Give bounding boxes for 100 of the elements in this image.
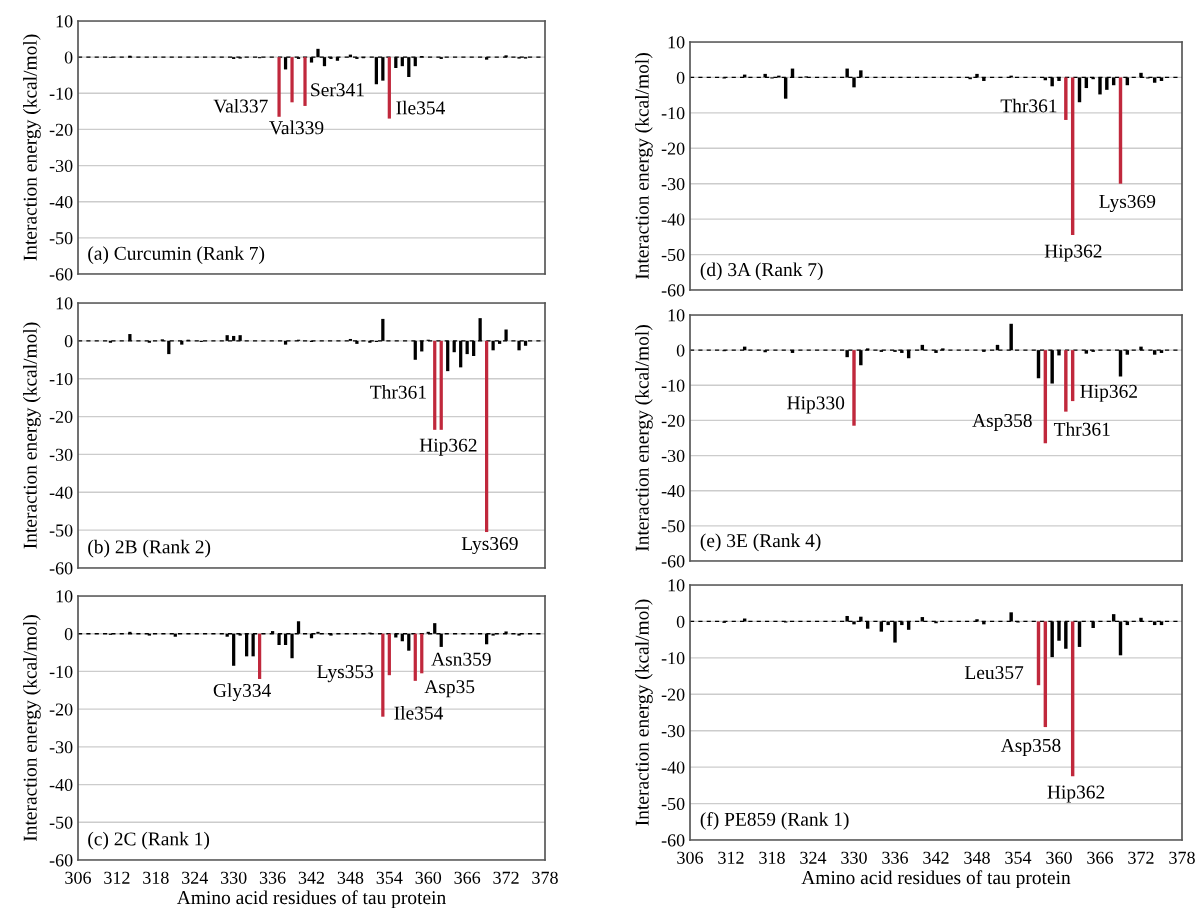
y-tick-label: 10 xyxy=(668,36,685,49)
y-axis-title: Interaction energy (kcal/mol) xyxy=(635,599,653,826)
bar xyxy=(290,57,294,103)
y-tick-label: -50 xyxy=(49,816,73,829)
text: (a) Curcumin (Rank 7) xyxy=(88,246,265,264)
x-tick-label: 312 xyxy=(104,871,130,884)
bar xyxy=(485,340,489,533)
x-tick-label: 360 xyxy=(1046,851,1072,864)
y-tick-label: -50 xyxy=(661,797,685,811)
annotation: Hip362 xyxy=(1044,244,1102,262)
y-tick-label: -20 xyxy=(49,123,73,136)
x-tick-label: 318 xyxy=(143,871,169,884)
y-tick-label: -40 xyxy=(49,195,73,209)
y-axis-title: Interaction energy (kcal/mol) xyxy=(23,615,41,842)
y-tick-label: 0 xyxy=(64,51,73,64)
x-tick-label: 348 xyxy=(337,871,364,884)
bar xyxy=(407,633,411,651)
bar xyxy=(387,633,391,676)
y-tick-label: -20 xyxy=(661,414,685,427)
y-tick-label: 10 xyxy=(56,297,73,310)
y-tick-label: -50 xyxy=(49,524,73,537)
annotation: Val337 xyxy=(213,98,268,113)
bar xyxy=(173,633,177,637)
x-tick-label: 336 xyxy=(259,871,286,884)
x-tick-label: 336 xyxy=(882,851,908,864)
x-tick-label: 306 xyxy=(65,871,91,884)
annotation: Thr361 xyxy=(1000,98,1057,113)
y-tick-label: -30 xyxy=(661,449,685,463)
annotation: Gly334 xyxy=(213,683,271,702)
x-tick-label: 324 xyxy=(182,871,209,884)
y-tick-label: -20 xyxy=(661,142,685,155)
bar xyxy=(1057,77,1061,81)
y-tick-label: 0 xyxy=(64,627,73,641)
x-tick-label: 324 xyxy=(800,851,827,864)
bar xyxy=(433,340,437,430)
y-tick-label: -20 xyxy=(49,703,73,716)
bar xyxy=(303,57,307,106)
y-tick-label: 10 xyxy=(56,590,73,603)
x-tick-label: 348 xyxy=(964,851,990,864)
annotation: Thr361 xyxy=(1053,422,1110,436)
y-tick-label: -60 xyxy=(49,268,73,281)
x-tick-label: 342 xyxy=(298,871,325,884)
y-axis-title: Interaction energy (kcal/mol) xyxy=(635,53,653,280)
annotation: Ile354 xyxy=(396,100,445,115)
x-tick-label: 372 xyxy=(493,871,519,884)
annotation: Val339 xyxy=(269,120,324,135)
bar xyxy=(413,633,417,681)
x-tick-label: 306 xyxy=(677,851,703,864)
y-tick-label: -30 xyxy=(661,177,685,191)
y-tick-label: -50 xyxy=(661,248,685,262)
x-tick-label: 366 xyxy=(1087,851,1113,864)
y-tick-label: -40 xyxy=(661,213,685,226)
text: (e) 3E (Rank 4) xyxy=(700,533,821,552)
y-tick-label: -20 xyxy=(49,410,73,424)
y-tick-label: -50 xyxy=(661,520,685,533)
y-tick-label: -10 xyxy=(661,652,685,665)
text: (f) PE859 (Rank 1) xyxy=(700,811,849,830)
annotation: Ile354 xyxy=(394,705,444,720)
annotation: Leu357 xyxy=(964,666,1024,680)
y-tick-label: -40 xyxy=(661,761,685,774)
annotation: Asp358 xyxy=(972,413,1032,431)
y-tick-label: 0 xyxy=(676,71,685,84)
bar xyxy=(277,57,281,117)
y-tick-label: 10 xyxy=(56,15,73,28)
annotation: Lys369 xyxy=(461,537,518,555)
bar xyxy=(439,340,443,430)
annotation: Lys369 xyxy=(1099,194,1156,213)
annotation: Asp35 xyxy=(424,680,475,698)
y-tick-label: 10 xyxy=(668,579,685,592)
y-tick-label: -10 xyxy=(49,87,73,100)
y-axis-title: Interaction energy (kcal/mol) xyxy=(635,325,653,552)
y-tick-label: -10 xyxy=(49,665,73,678)
bar xyxy=(982,77,986,81)
y-tick-label: -40 xyxy=(661,484,685,498)
bar xyxy=(1064,77,1068,120)
x-tick-label: 372 xyxy=(1128,851,1154,864)
y-tick-label: -40 xyxy=(49,778,73,792)
x-tick-label: 312 xyxy=(718,851,744,864)
y-tick-label: -10 xyxy=(661,107,685,120)
y-tick-label: 0 xyxy=(676,615,685,628)
y-tick-label: -60 xyxy=(49,562,73,575)
y-tick-label: -30 xyxy=(661,724,685,738)
y-tick-label: -30 xyxy=(49,159,73,173)
text: (b) 2B (Rank 2) xyxy=(88,539,211,558)
bar xyxy=(387,57,391,119)
bar xyxy=(257,633,262,679)
y-tick-label: -10 xyxy=(49,372,73,386)
annotation: Hip362 xyxy=(419,438,477,456)
y-axis-title: Interaction energy (kcal/mol) xyxy=(23,322,41,549)
x-tick-label: 330 xyxy=(841,851,867,864)
y-tick-label: 10 xyxy=(668,309,685,322)
bar xyxy=(232,633,236,666)
annotation: Thr361 xyxy=(370,385,426,399)
x-axis-title: Amino acid residues of tau protein xyxy=(176,890,446,909)
annotation: Lys353 xyxy=(317,665,374,683)
y-tick-label: -30 xyxy=(49,448,73,461)
x-tick-label: 378 xyxy=(532,871,558,884)
bar xyxy=(420,633,424,674)
y-tick-label: -50 xyxy=(49,232,73,245)
y-tick-label: -60 xyxy=(661,555,685,568)
